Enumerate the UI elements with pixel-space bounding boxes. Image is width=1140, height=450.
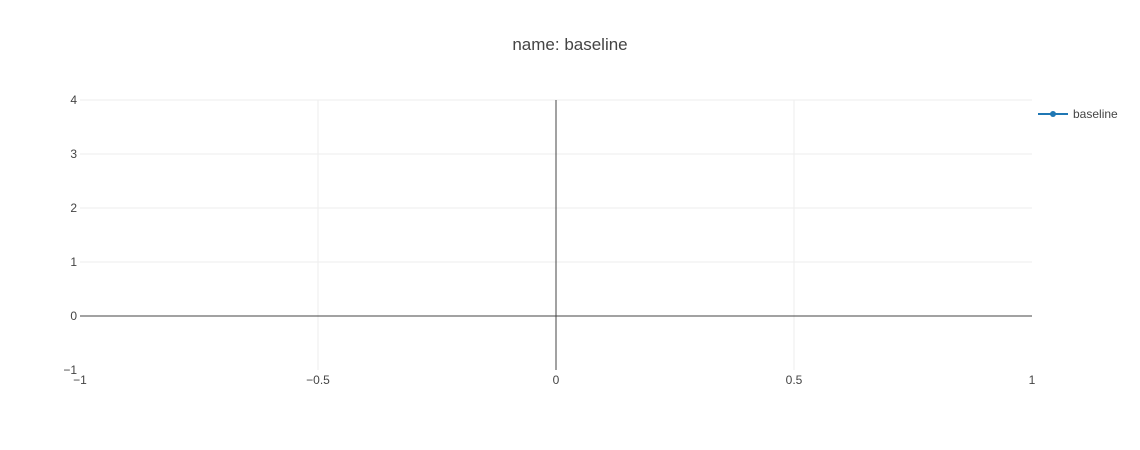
x-tick-label: −1 xyxy=(73,373,87,387)
y-tick-label: 1 xyxy=(70,255,77,269)
x-tick-label: 1 xyxy=(1029,373,1036,387)
y-tick-label: −1 xyxy=(63,363,77,377)
chart-title: name: baseline xyxy=(512,35,627,54)
legend[interactable]: baseline xyxy=(1038,107,1118,121)
y-tick-label: 2 xyxy=(70,201,77,215)
legend-label: baseline xyxy=(1073,107,1118,121)
y-tick-label: 0 xyxy=(70,309,77,323)
axes: −1 −0.5 0 0.5 1 −1 0 1 2 3 4 xyxy=(63,93,1035,387)
legend-marker-swatch xyxy=(1050,111,1056,117)
x-tick-label: −0.5 xyxy=(306,373,330,387)
legend-item[interactable]: baseline xyxy=(1038,107,1118,121)
y-tick-label: 4 xyxy=(70,93,77,107)
x-tick-label: 0.5 xyxy=(786,373,803,387)
y-tick-label: 3 xyxy=(70,147,77,161)
x-tick-label: 0 xyxy=(553,373,560,387)
